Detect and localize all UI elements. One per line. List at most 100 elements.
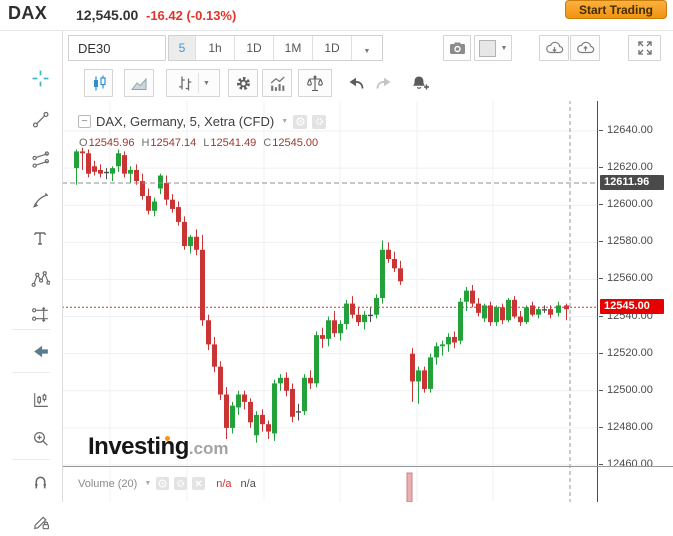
close-value: 12545.00 — [272, 137, 319, 149]
interval-1h[interactable]: 1h — [195, 36, 234, 60]
magnet-icon[interactable] — [22, 466, 58, 496]
save-chart-button[interactable] — [570, 35, 600, 61]
price-tick-label: 12520.00 — [599, 346, 653, 359]
eye-circle-icon — [158, 479, 167, 488]
price-tick-label: 12640.00 — [599, 124, 653, 136]
layout-selector-button[interactable]: ▼ — [474, 35, 512, 61]
instrument-symbol: DAX — [8, 3, 48, 23]
chart-title: DAX, Germany, 5, Xetra (CFD) — [96, 114, 275, 129]
sidebar-divider — [12, 372, 50, 373]
brush-tool-icon[interactable] — [22, 184, 58, 214]
brand-text: Investing — [88, 433, 189, 460]
cloud-upload-icon — [576, 41, 594, 54]
layout-square-icon — [478, 39, 496, 57]
chevron-down-icon: ▼ — [203, 79, 210, 87]
reference-price-badge: 12611.96 — [600, 175, 664, 191]
candle-pattern-icon[interactable] — [22, 384, 58, 414]
redo-button[interactable] — [371, 69, 397, 97]
create-alert-button[interactable] — [404, 69, 436, 97]
area-type-button[interactable] — [124, 69, 154, 97]
gear-icon — [177, 480, 185, 487]
chart-legend: − DAX, Germany, 5, Xetra (CFD) ▼ — [78, 114, 327, 129]
indicators-button[interactable] — [262, 69, 292, 97]
collapse-legend-button[interactable]: − — [78, 115, 91, 128]
candlestick-icon — [93, 75, 106, 90]
compare-button[interactable] — [298, 69, 332, 97]
instrument-change: -16.42 (-0.13%) — [146, 8, 237, 23]
snapshot-button[interactable] — [443, 35, 471, 61]
hide-series-button[interactable] — [293, 114, 308, 129]
chevron-down-icon: ▼ — [363, 48, 371, 55]
redo-arrow-icon — [376, 77, 391, 89]
interval-more-dropdown[interactable]: ▼ — [351, 36, 382, 60]
alert-bell-plus-icon — [412, 76, 429, 89]
xabcd-pattern-tool-icon[interactable] — [22, 263, 58, 293]
chart-settings-button[interactable] — [228, 69, 258, 97]
trend-line-tool-icon[interactable] — [22, 104, 58, 134]
symbol-input[interactable] — [68, 35, 166, 61]
scales-icon — [307, 75, 323, 91]
price-axis[interactable]: 12640.00 12620.00 12600.00 12580.00 12560.00… — [597, 100, 673, 502]
load-chart-button[interactable] — [539, 35, 569, 61]
sidebar-divider — [12, 329, 50, 330]
drawing-lock-icon[interactable] — [22, 506, 58, 536]
header-bar: DAX 12,545.00 -16.42 (-0.13%) Start Trad… — [0, 0, 673, 31]
fullscreen-icon — [637, 41, 652, 55]
eye-circle-icon — [296, 117, 305, 126]
start-trading-button[interactable]: Start Trading — [564, 0, 667, 19]
price-tick-label: 12620.00 — [599, 161, 653, 174]
price-tick-label: 12600.00 — [599, 198, 653, 211]
cloud-download-icon — [545, 41, 563, 54]
ohlc-bars-icon — [179, 76, 192, 91]
volume-value-2: n/a — [240, 477, 256, 490]
chevron-down-icon[interactable]: ▼ — [144, 480, 152, 487]
undo-button[interactable] — [343, 69, 369, 97]
volume-settings-button[interactable] — [174, 477, 188, 490]
text-tool-icon[interactable] — [22, 223, 58, 253]
candlestick-type-button[interactable] — [84, 69, 113, 97]
top-toolbar: 5 1h 1D 1M 1D ▼ ▼ — [63, 31, 673, 67]
interval-group: 5 1h 1D 1M 1D ▼ — [168, 35, 383, 61]
high-value: 12547.14 — [150, 137, 197, 149]
channel-tool-icon[interactable] — [22, 144, 58, 174]
chevron-down-icon[interactable]: ▼ — [281, 118, 289, 125]
price-tick-label: 12480.00 — [599, 420, 653, 433]
volume-label: Volume (20) — [78, 477, 138, 490]
forecast-tool-icon[interactable] — [22, 299, 58, 329]
open-label: O — [79, 137, 88, 149]
open-value: 12545.96 — [88, 137, 135, 149]
pane-divider[interactable] — [62, 466, 673, 467]
hide-volume-button[interactable] — [156, 477, 170, 490]
series-settings-button[interactable] — [312, 114, 327, 129]
zoom-in-icon[interactable] — [22, 423, 58, 453]
indicators-icon — [270, 75, 285, 91]
volume-legend: Volume (20) ▼ n/a n/a — [78, 477, 256, 490]
interval-1d-2[interactable]: 1D — [312, 36, 351, 60]
bar-type-dropdown-button[interactable]: ▼ — [166, 69, 220, 97]
price-tick-label: 12500.00 — [599, 383, 653, 396]
crosshair-tool-icon[interactable] — [22, 63, 58, 93]
candlestick-chart[interactable] — [62, 100, 597, 502]
instrument-price: 12,545.00 — [76, 7, 139, 23]
investing-watermark: Investing.com — [88, 433, 229, 461]
low-value: 12541.49 — [210, 137, 257, 149]
price-tick-label: 12560.00 — [599, 272, 653, 285]
interval-5[interactable]: 5 — [169, 36, 195, 60]
chart-toolbar: ▼ — [63, 67, 673, 101]
last-price-badge: 12545.00 — [600, 299, 664, 315]
volume-value-1: n/a — [216, 477, 232, 490]
drawing-tools-sidebar — [0, 31, 63, 529]
interval-1m[interactable]: 1M — [273, 36, 312, 60]
chevron-down-icon: ▼ — [500, 44, 508, 52]
high-label: H — [141, 137, 150, 149]
interval-1d[interactable]: 1D — [234, 36, 273, 60]
divider — [198, 73, 200, 93]
price-tick-label: 12460.00 — [599, 458, 653, 470]
ohlc-readout: O12545.96 H12547.14 L12541.49 C12545.00 — [79, 137, 325, 149]
remove-volume-button[interactable] — [192, 477, 206, 490]
back-arrow-icon[interactable] — [22, 336, 58, 366]
fullscreen-button[interactable] — [628, 35, 661, 61]
area-chart-icon — [130, 77, 147, 90]
close-icon — [195, 480, 202, 487]
